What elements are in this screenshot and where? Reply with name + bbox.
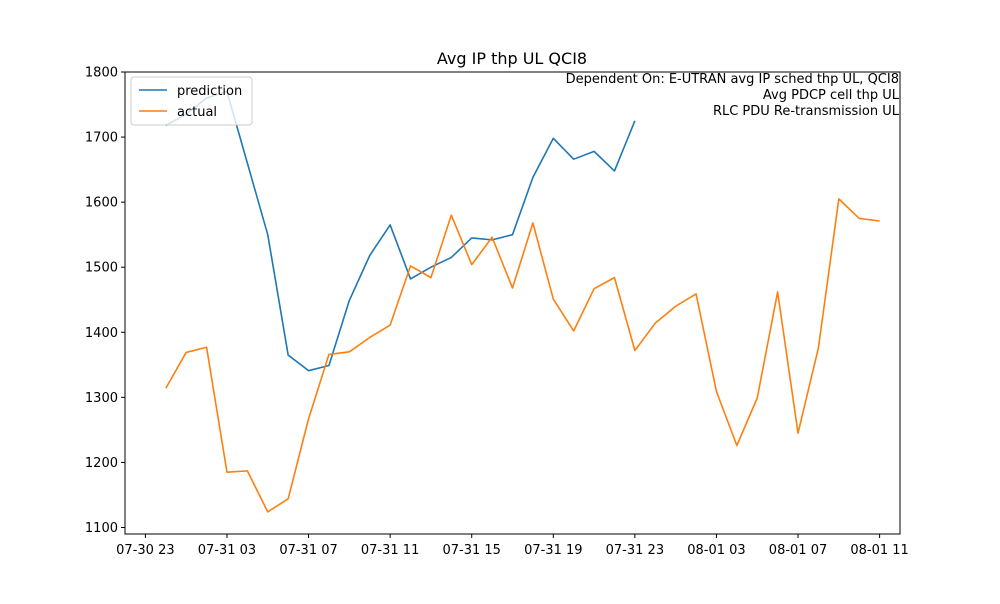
annotation-line: RLC PDU Re-transmission UL — [713, 104, 900, 119]
legend: prediction actual — [130, 76, 253, 126]
y-tick-label: 1400 — [85, 326, 118, 341]
annotation-line: Dependent On: E-UTRAN avg IP sched thp U… — [566, 72, 899, 87]
series-layer — [165, 90, 880, 513]
x-tick-label: 07-31 19 — [524, 543, 582, 558]
annotation-line: Avg PDCP cell thp UL — [763, 88, 900, 103]
x-tick-label: 07-31 03 — [198, 543, 256, 558]
x-tick-label: 08-01 03 — [687, 543, 745, 558]
y-tick-label: 1100 — [85, 521, 118, 536]
x-tick-label: 07-31 15 — [442, 543, 500, 558]
series-line-actual — [165, 198, 880, 513]
axes: 1100 1200 1300 1400 1500 1600 1700 1800 07-30 23… — [85, 66, 909, 559]
x-tick-label: 07-31 07 — [279, 543, 337, 558]
x-tick-label: 08-01 07 — [769, 543, 827, 558]
x-tick-label: 07-30 23 — [116, 543, 174, 558]
series-line-prediction — [165, 90, 636, 372]
legend-label-actual: actual — [177, 105, 217, 120]
legend-box — [130, 76, 253, 126]
y-tick-label: 1300 — [85, 391, 118, 406]
legend-label-prediction: prediction — [177, 84, 242, 99]
y-tick-label: 1600 — [85, 196, 118, 211]
plot-frame — [124, 71, 901, 535]
chart-title: Avg IP thp UL QCI8 — [437, 49, 587, 68]
y-tick-label: 1800 — [85, 66, 118, 81]
y-tick-label: 1500 — [85, 261, 118, 276]
annotation-block: Dependent On: E-UTRAN avg IP sched thp U… — [566, 72, 900, 119]
x-tick-label: 07-31 23 — [606, 543, 664, 558]
y-tick-label: 1200 — [85, 456, 118, 471]
x-tick-label: 08-01 11 — [850, 543, 908, 558]
y-tick-label: 1700 — [85, 131, 118, 146]
x-tick-label: 07-31 11 — [361, 543, 419, 558]
